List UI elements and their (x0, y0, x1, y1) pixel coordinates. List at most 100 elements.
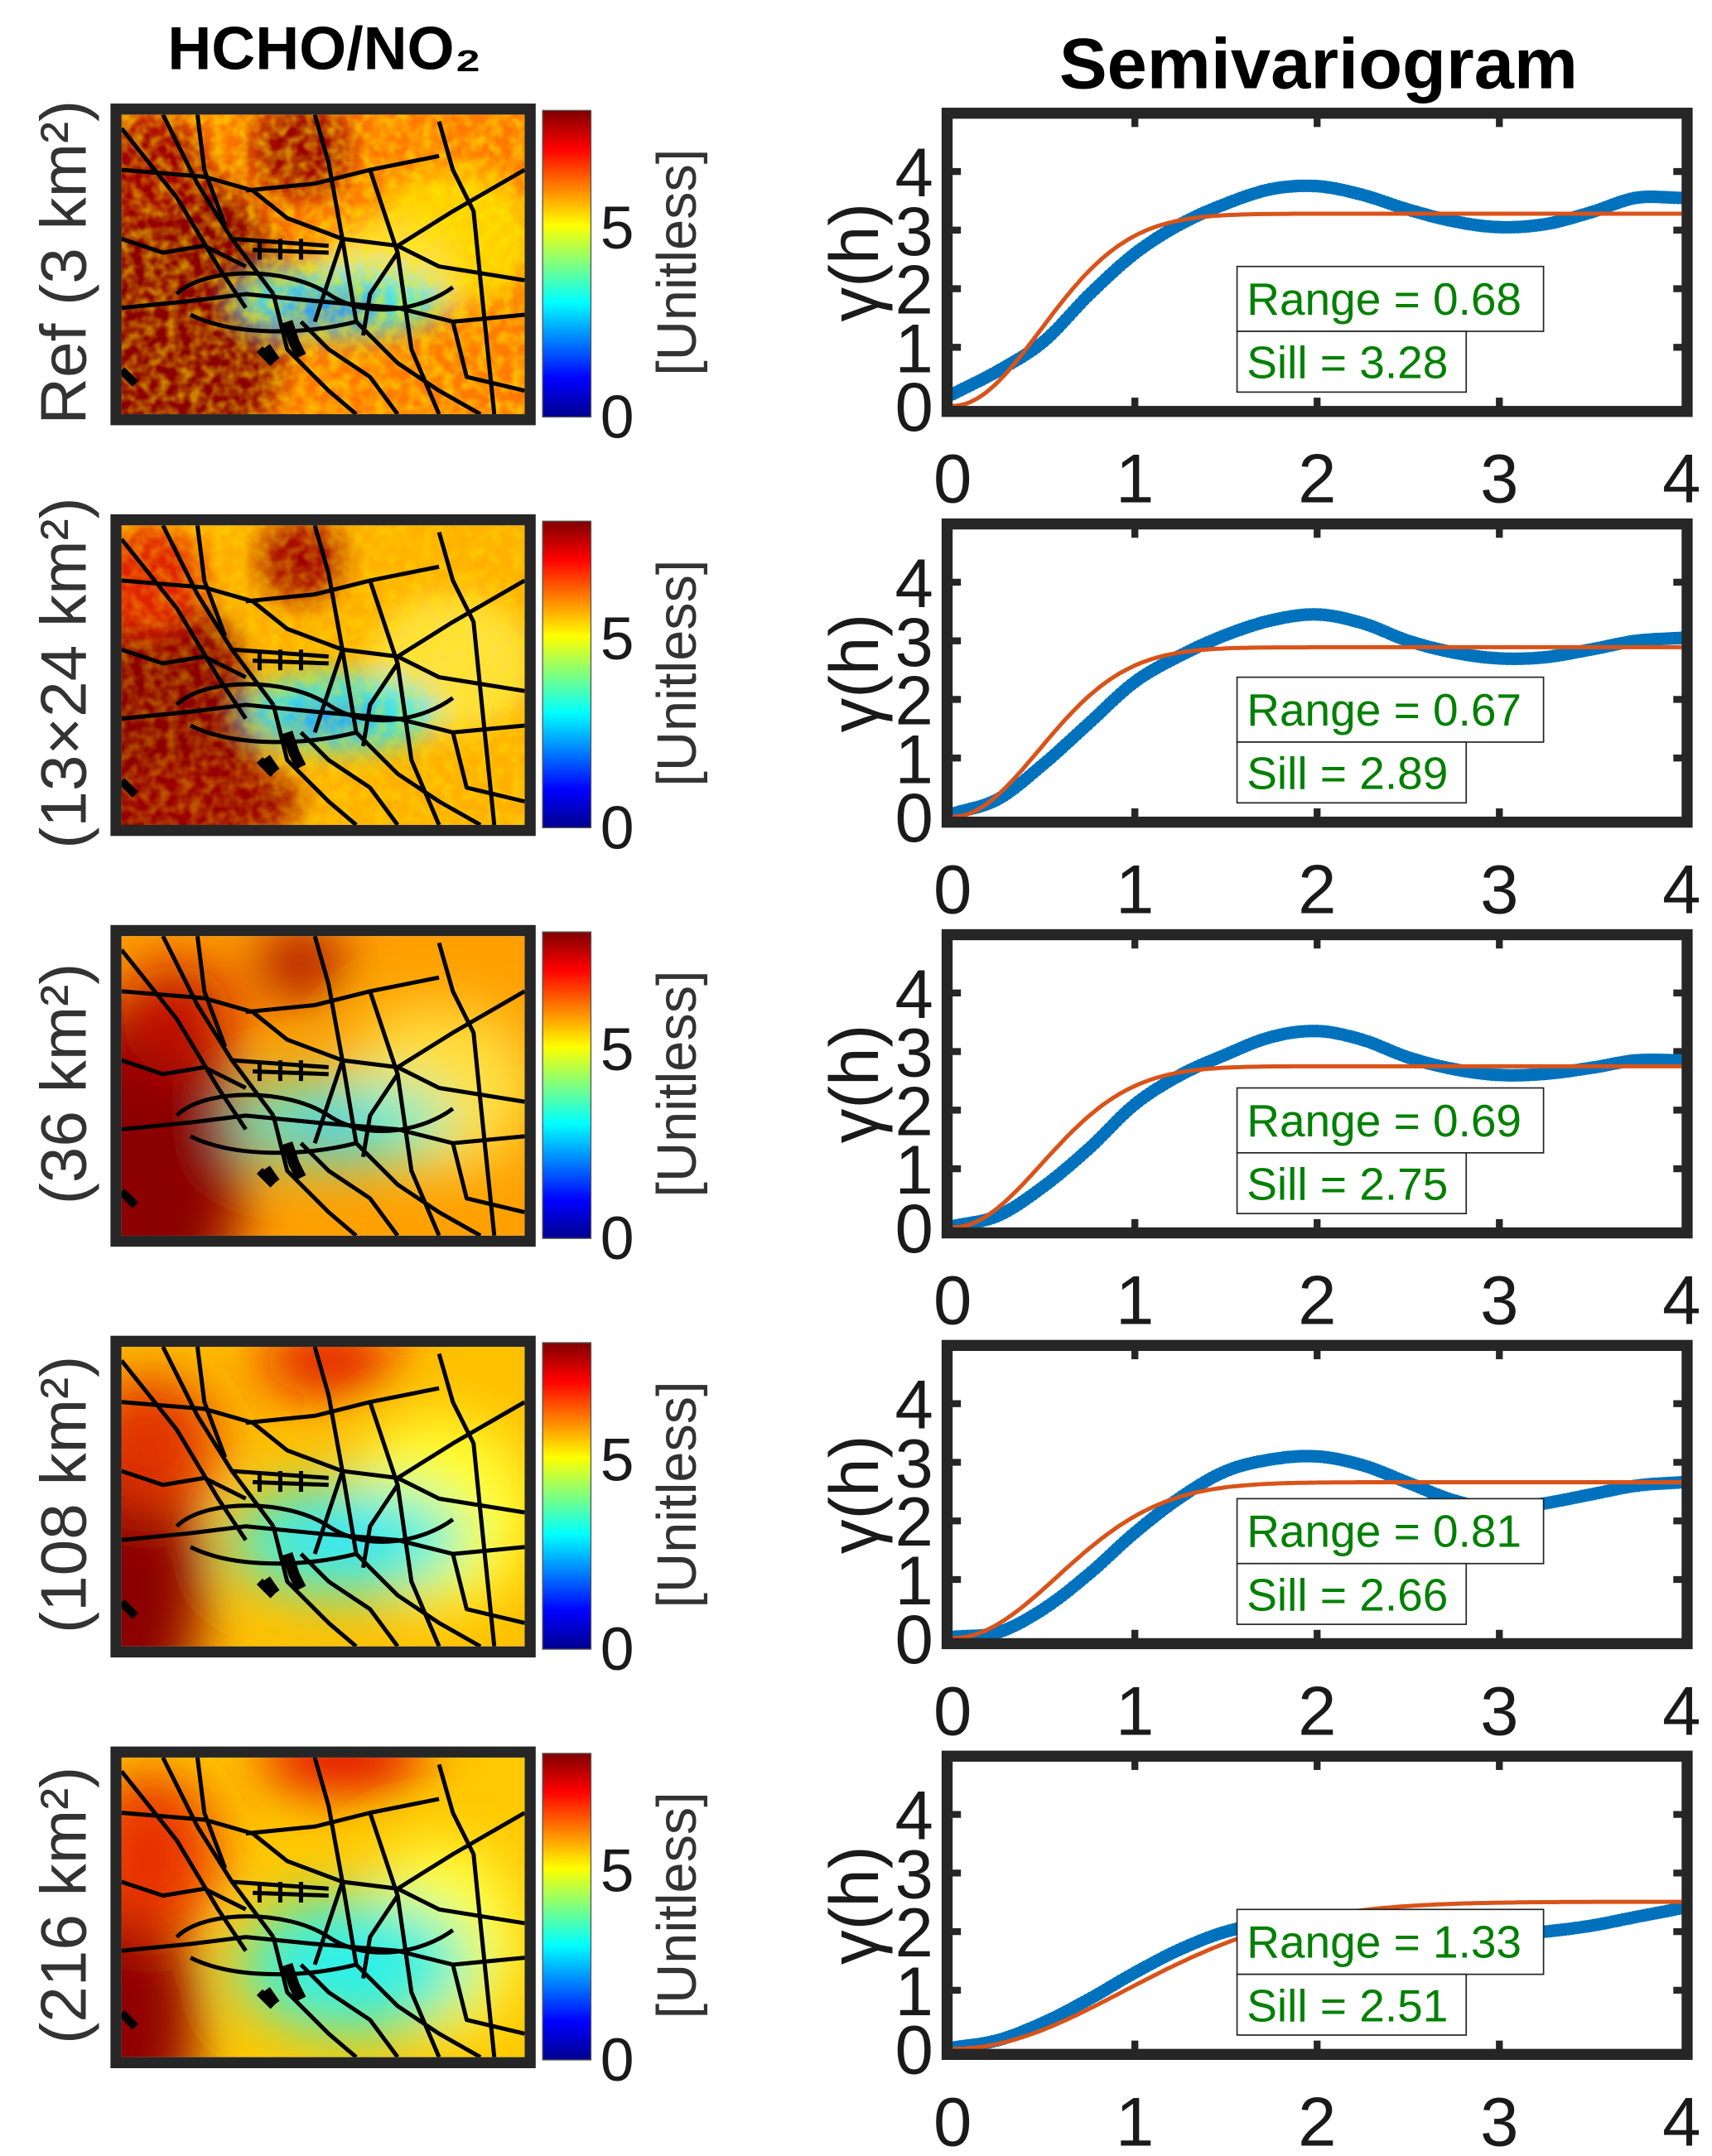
ratio-map (121, 936, 525, 1236)
range-annotation: Range = 1.33 (1247, 1917, 1522, 1968)
x-tick-label: 1 (1116, 2083, 1154, 2156)
y-tick-label: 3 (895, 604, 933, 681)
figure-row: (36 km²) 0 5 [Unitless] Range = 0.69 Sill = 2… (27, 924, 1700, 1339)
colorbar-label: [Unitless] (647, 149, 708, 376)
plot-frame (941, 1750, 1693, 2060)
y-tick-label: 0 (895, 1190, 933, 1267)
colorbar (542, 1342, 592, 1650)
y-axis-label: γ(h) (816, 1025, 893, 1144)
x-tick-label: 2 (1298, 851, 1336, 928)
figure-row: Ref (3 km²) 0 5 [Unitless] Range = 0.68 Sill … (27, 100, 1700, 518)
range-annotation-box (1236, 1087, 1545, 1154)
y-axis-label: γ(h) (816, 203, 893, 322)
ratio-map (121, 525, 525, 825)
colorbar-label: [Unitless] (647, 560, 708, 787)
colorbar-label: [Unitless] (647, 1381, 708, 1608)
map-frame (110, 1746, 536, 2068)
x-tick-label: 2 (1298, 2083, 1336, 2156)
plot-frame (941, 108, 1693, 417)
plot-frame (941, 1339, 1693, 1650)
range-annotation-box (1236, 676, 1545, 743)
map-frame (110, 104, 536, 426)
x-tick-label: 4 (1662, 1672, 1700, 1749)
x-tick-label: 0 (933, 2083, 972, 2156)
sill-annotation: Sill = 2.89 (1247, 748, 1448, 799)
sill-annotation-box (1236, 1152, 1468, 1215)
sill-annotation-box (1236, 741, 1468, 804)
map-frame (110, 1335, 536, 1658)
row-label: Ref (3 km²) (27, 100, 99, 425)
y-tick-label: 2 (895, 662, 933, 739)
model-fit-line (952, 1064, 1682, 1230)
map-field-patch (121, 1771, 219, 1937)
sill-annotation: Sill = 2.75 (1247, 1159, 1448, 1210)
map-field-patch (259, 936, 343, 999)
y-tick-label: 4 (895, 1777, 933, 1855)
y-axis-label: γ(h) (816, 1435, 893, 1555)
range-annotation-box (1236, 1908, 1545, 1975)
y-tick-label: 2 (895, 1073, 933, 1150)
y-tick-label: 0 (895, 369, 933, 446)
ratio-map (121, 1757, 525, 2057)
y-tick-label: 4 (895, 545, 933, 622)
y-tick-label: 3 (895, 1425, 933, 1502)
y-tick-label: 4 (895, 1367, 933, 1444)
range-annotation: Range = 0.67 (1247, 684, 1522, 736)
x-tick-label: 2 (1298, 1262, 1336, 1339)
range-annotation: Range = 0.69 (1247, 1095, 1522, 1146)
sill-annotation: Sill = 2.51 (1247, 1980, 1448, 2031)
x-tick-label: 4 (1662, 2083, 1700, 2156)
row-label: (36 km²) (27, 963, 99, 1205)
x-tick-label: 3 (1480, 851, 1518, 928)
y-tick-label: 2 (895, 1483, 933, 1560)
x-tick-label: 3 (1480, 1672, 1518, 1749)
colorbar (542, 520, 592, 828)
colorbar-tick-label: 0 (600, 1615, 634, 1683)
x-tick-label: 3 (1480, 1262, 1518, 1339)
x-tick-label: 3 (1480, 441, 1518, 518)
y-tick-label: 0 (895, 779, 933, 856)
y-tick-label: 1 (895, 1131, 933, 1208)
plot-frame (941, 518, 1693, 828)
range-annotation: Range = 0.68 (1247, 273, 1522, 325)
y-tick-label: 1 (895, 721, 933, 798)
y-tick-label: 1 (895, 310, 933, 387)
x-tick-label: 2 (1298, 441, 1336, 518)
colorbar-label: [Unitless] (647, 1792, 708, 2019)
y-tick-label: 2 (895, 252, 933, 329)
colorbar-tick-label: 0 (600, 1204, 634, 1272)
colorbar-tick-label: 0 (600, 383, 634, 451)
colorbar-tick-label: 0 (600, 2026, 634, 2094)
x-tick-label: 0 (933, 1672, 972, 1749)
sill-annotation-box (1236, 1562, 1468, 1625)
colorbar-tick-label: 5 (600, 1426, 634, 1494)
map-field-patch (259, 1757, 426, 1792)
colorbar-tick-label: 5 (600, 605, 634, 673)
y-axis-label: γ(h) (816, 1846, 893, 1965)
x-tick-label: 1 (1116, 851, 1154, 928)
left-column-title: HCHO/NO₂ (167, 14, 481, 82)
x-tick-label: 4 (1662, 441, 1700, 518)
figure-row: (216 km²) 0 5 [Unitless] Range = 1.33 Sill = … (27, 1746, 1700, 2156)
x-tick-label: 1 (1116, 441, 1154, 518)
y-axis-label: γ(h) (816, 614, 893, 733)
sill-annotation-box (1236, 330, 1468, 393)
colorbar (542, 931, 592, 1239)
y-tick-label: 2 (895, 1894, 933, 1971)
x-tick-label: 1 (1116, 1672, 1154, 1749)
colorbar-tick-label: 5 (600, 1837, 634, 1905)
x-tick-label: 2 (1298, 1672, 1336, 1749)
model-fit-line (952, 644, 1682, 819)
x-tick-label: 0 (933, 851, 972, 928)
map-field-patch (259, 1347, 398, 1396)
colorbar-tick-label: 0 (600, 793, 634, 861)
map-frame (110, 514, 536, 837)
colorbar-tick-label: 5 (600, 194, 634, 262)
figure-row: (13×24 km²) 0 5 [Unitless] Range = 0.67 Sill … (27, 497, 1700, 928)
range-annotation-box (1236, 265, 1545, 332)
